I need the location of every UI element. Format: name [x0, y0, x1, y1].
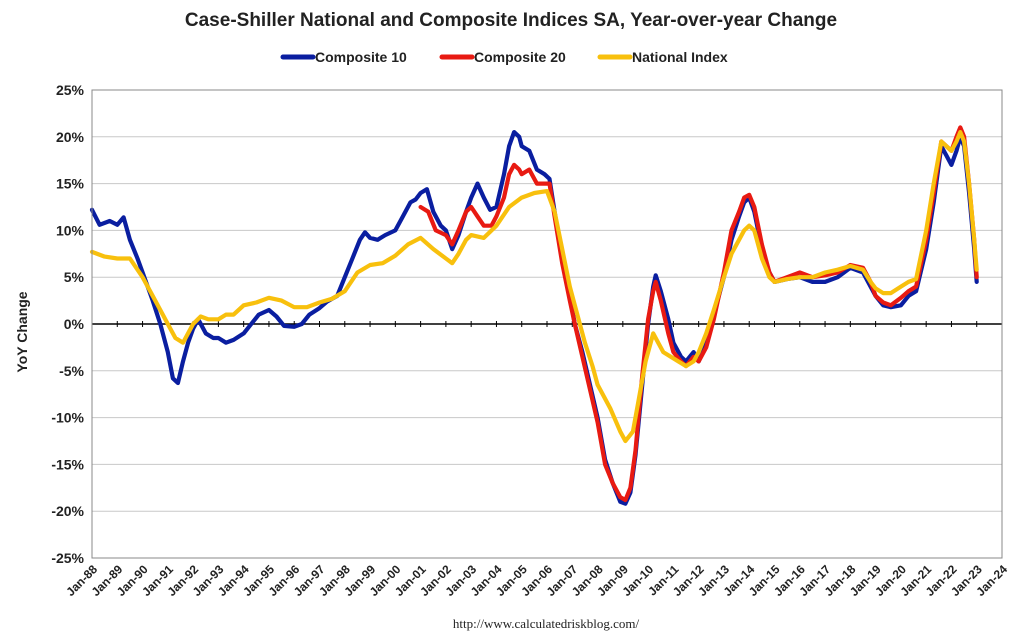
chart-title: Case-Shiller National and Composite Indi…	[185, 10, 837, 31]
x-axis-ticks: Jan-88Jan-89Jan-90Jan-91Jan-92Jan-93Jan-…	[63, 321, 1010, 599]
series-line-composite-20	[418, 125, 979, 503]
series-line-composite-10	[89, 130, 979, 506]
y-tick-label: 25%	[56, 82, 85, 98]
y-tick-label: 15%	[56, 176, 85, 192]
y-tick-label: -10%	[51, 410, 84, 426]
y-tick-label: -5%	[59, 363, 84, 379]
y-tick-label: 5%	[64, 269, 85, 285]
y-axis-label: YoY Change	[14, 291, 30, 372]
y-axis-ticks: -25% -20% -15% -10% -5% 0% 5% 10% 15% 20% 25%	[51, 82, 84, 566]
legend-label: Composite 10	[315, 49, 407, 65]
y-tick-label: 20%	[56, 129, 85, 145]
legend-label: Composite 20	[474, 49, 566, 65]
y-tick-label: -25%	[51, 550, 84, 566]
y-tick-label: -15%	[51, 456, 84, 472]
legend: Composite 10 Composite 20 National Index	[280, 49, 728, 65]
y-tick-label: -20%	[51, 503, 84, 519]
series-lines	[89, 125, 979, 506]
y-tick-label: 10%	[56, 222, 85, 238]
plot-border	[91, 89, 1003, 559]
legend-label: National Index	[632, 49, 728, 65]
series-line-national-index	[89, 130, 979, 444]
source-url: http://www.calculatedriskblog.com/	[453, 616, 640, 631]
y-tick-label: 0%	[64, 316, 85, 332]
